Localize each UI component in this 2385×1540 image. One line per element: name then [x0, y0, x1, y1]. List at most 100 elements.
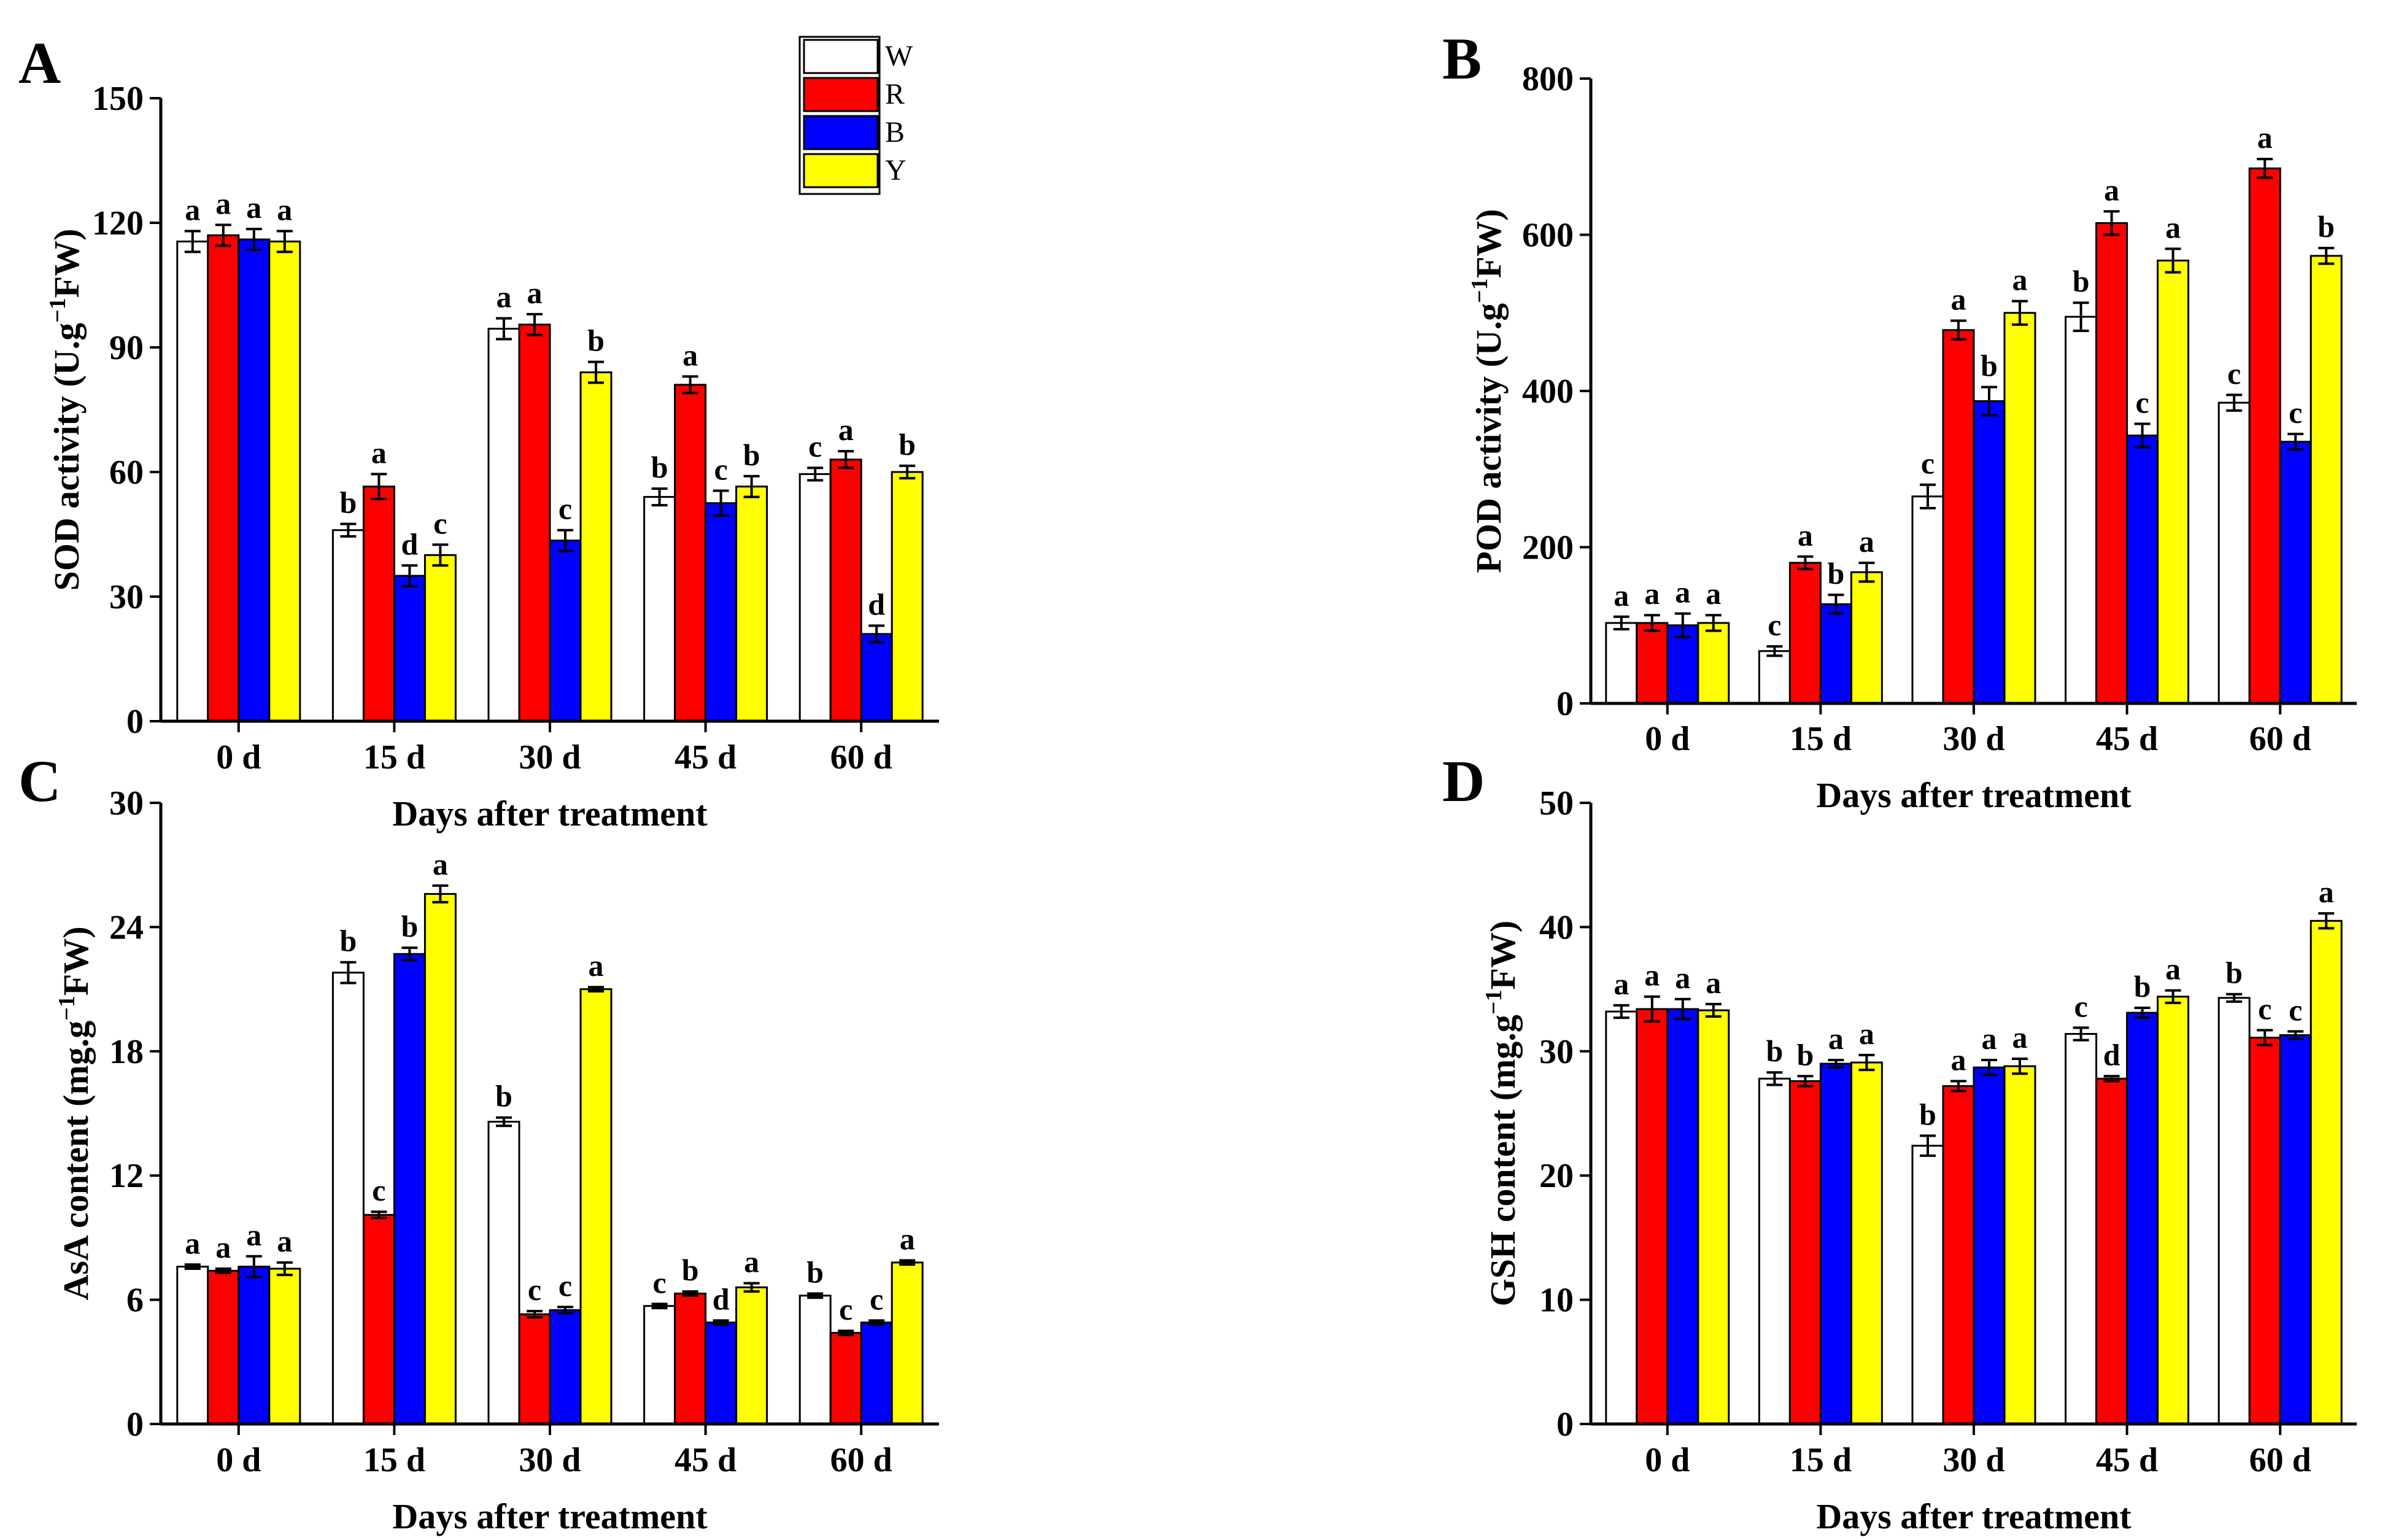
- y-axis-title-main: SOD activity (U.g: [47, 323, 87, 591]
- y-tick-label-c-5: 30: [109, 784, 144, 822]
- bar-c-b-1: [393, 953, 426, 1425]
- significance-letter-b-y-4: b: [2317, 209, 2335, 244]
- bar-d-y-4: [2310, 919, 2343, 1425]
- significance-letter-b-w-3: b: [2073, 264, 2090, 298]
- y-axis-title-c: AsA content (mg.g−1FW): [54, 926, 96, 1300]
- significance-letter-c-y-4: a: [900, 1222, 915, 1256]
- error-bar-d-y-4: [2318, 912, 2335, 930]
- bar-b-r-1: [1788, 562, 1822, 705]
- error-bar-a-b-3: [713, 489, 729, 517]
- x-tick-label-c-1: 15 d: [363, 1441, 425, 1479]
- panel-letter-a: A: [18, 30, 61, 96]
- legend-label-r: R: [885, 78, 905, 110]
- bar-d-r-1: [1788, 1080, 1822, 1425]
- bar-c-w-2: [487, 1120, 520, 1425]
- y-tick-label-c-0: 0: [126, 1406, 144, 1444]
- error-bar-d-b-1: [1828, 1058, 1844, 1069]
- significance-letter-b-y-0: a: [1706, 576, 1721, 611]
- significance-letter-c-r-2: c: [528, 1272, 541, 1307]
- bar-c-b-0: [238, 1266, 271, 1425]
- error-bar-d-b-4: [2287, 1030, 2304, 1040]
- legend-swatch-b: [803, 115, 879, 150]
- error-bar-a-r-0: [215, 223, 231, 247]
- significance-letter-a-w-2: a: [497, 280, 512, 314]
- bar-b-w-0: [1605, 622, 1638, 705]
- bar-b-r-2: [1942, 329, 1975, 705]
- error-bar-d-y-0: [1705, 1002, 1722, 1018]
- bar-a-b-0: [238, 238, 271, 722]
- significance-letter-b-w-2: c: [1921, 446, 1935, 481]
- y-tick-label-a-5: 150: [92, 80, 144, 118]
- error-bar-a-r-3: [682, 375, 698, 395]
- bar-a-r-0: [207, 234, 240, 722]
- x-tick-label-a-1: 15 d: [363, 738, 425, 776]
- significance-letter-d-b-0: a: [1675, 961, 1690, 995]
- error-bar-b-r-2: [1950, 319, 1966, 341]
- error-bar-c-r-4: [838, 1329, 854, 1336]
- bar-b-y-4: [2310, 255, 2343, 705]
- bar-d-w-1: [1758, 1077, 1791, 1425]
- significance-letter-b-y-1: a: [1859, 524, 1874, 559]
- x-tick-label-d-1: 15 d: [1790, 1441, 1852, 1479]
- error-bar-c-r-2: [527, 1310, 543, 1319]
- bar-a-b-2: [549, 540, 582, 722]
- legend-swatch-y: [803, 153, 879, 188]
- error-bar-b-w-1: [1766, 645, 1783, 657]
- y-tick-label-d-1: 10: [1539, 1282, 1574, 1320]
- significance-letter-b-w-4: c: [2227, 356, 2241, 390]
- y-tick-label-a-3: 90: [109, 329, 144, 367]
- error-bar-b-r-1: [1797, 555, 1814, 571]
- significance-letter-a-y-3: b: [743, 438, 760, 472]
- legend-frame: [798, 36, 881, 195]
- bar-c-y-1: [423, 892, 457, 1425]
- error-bar-d-w-0: [1613, 1004, 1629, 1020]
- error-bar-b-w-0: [1613, 615, 1629, 631]
- significance-letter-a-y-2: b: [587, 323, 605, 358]
- y-tick-label-a-2: 60: [109, 454, 144, 492]
- error-bar-c-y-1: [432, 884, 449, 903]
- y-tick-label-d-3: 30: [1539, 1033, 1574, 1071]
- error-bar-b-b-0: [1674, 612, 1691, 638]
- bar-a-b-4: [860, 633, 893, 722]
- error-bar-b-w-4: [2226, 393, 2243, 412]
- y-tick-label-b-1: 200: [1522, 529, 1574, 567]
- significance-letter-a-b-0: a: [246, 190, 261, 225]
- significance-letter-c-b-3: d: [713, 1282, 730, 1316]
- error-bar-c-b-4: [868, 1319, 885, 1326]
- significance-letter-a-r-3: a: [682, 338, 698, 372]
- significance-letter-a-r-4: a: [838, 412, 854, 447]
- significance-letter-b-w-1: c: [1768, 608, 1781, 642]
- significance-letter-a-b-3: c: [714, 452, 727, 486]
- x-axis-title-a: Days after treatment: [392, 794, 708, 834]
- y-axis-title-main: AsA content (mg.g: [56, 1021, 96, 1301]
- error-bar-b-b-3: [2134, 422, 2151, 449]
- bar-d-w-2: [1911, 1145, 1944, 1425]
- y-tick-label-d-4: 40: [1539, 908, 1574, 946]
- bar-a-r-2: [518, 323, 551, 722]
- error-bar-c-b-1: [401, 946, 418, 962]
- bar-a-y-4: [891, 471, 924, 722]
- x-tick-label-a-3: 45 d: [675, 738, 736, 776]
- significance-letter-b-r-4: a: [2257, 120, 2273, 155]
- bar-a-w-2: [487, 328, 520, 722]
- legend-label-w: W: [885, 40, 913, 72]
- error-bar-a-b-0: [245, 228, 262, 251]
- error-bar-a-w-2: [496, 317, 512, 341]
- significance-letter-d-r-0: a: [1644, 958, 1660, 992]
- x-tick-label-c-2: 30 d: [519, 1441, 581, 1479]
- bar-d-r-3: [2095, 1077, 2128, 1425]
- bar-a-b-3: [705, 502, 738, 722]
- bar-c-w-4: [798, 1294, 832, 1425]
- bar-c-w-3: [643, 1305, 676, 1425]
- legend-label-b: B: [885, 116, 905, 149]
- significance-letter-a-w-1: b: [339, 486, 357, 520]
- error-bar-b-r-0: [1644, 614, 1660, 632]
- error-bar-b-b-1: [1828, 594, 1844, 615]
- bar-b-b-2: [1973, 400, 2006, 705]
- y-tick-label-c-1: 6: [126, 1282, 144, 1320]
- error-bar-c-w-1: [340, 961, 357, 985]
